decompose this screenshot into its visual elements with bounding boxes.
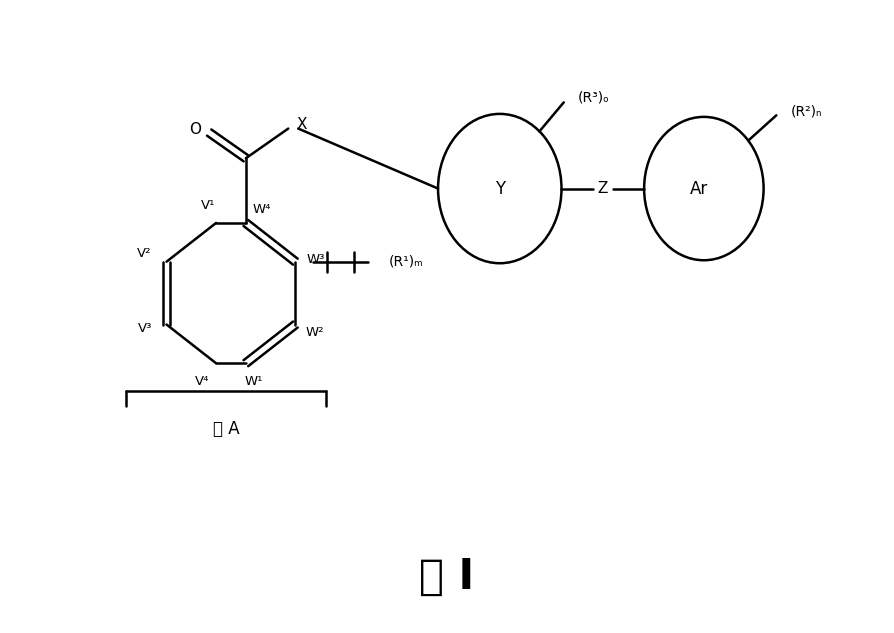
Text: 环 A: 环 A — [213, 420, 240, 437]
Text: Ar: Ar — [690, 180, 708, 197]
Text: V¹: V¹ — [201, 199, 215, 211]
Text: O: O — [190, 122, 201, 137]
Text: (R²)ₙ: (R²)ₙ — [790, 104, 822, 118]
Text: W³: W³ — [306, 253, 325, 266]
Text: V³: V³ — [138, 322, 152, 335]
Text: V⁴: V⁴ — [195, 375, 209, 387]
Text: X: X — [297, 117, 308, 132]
Text: V²: V² — [138, 248, 152, 260]
Text: W²: W² — [306, 326, 325, 339]
Text: 式 I: 式 I — [419, 556, 475, 598]
Text: (R³)ₒ: (R³)ₒ — [578, 91, 610, 104]
Text: W⁴: W⁴ — [253, 203, 271, 216]
Text: (R¹)ₘ: (R¹)ₘ — [389, 254, 423, 268]
Text: Z: Z — [597, 181, 608, 196]
Text: W¹: W¹ — [245, 375, 263, 387]
Text: Y: Y — [494, 180, 505, 197]
